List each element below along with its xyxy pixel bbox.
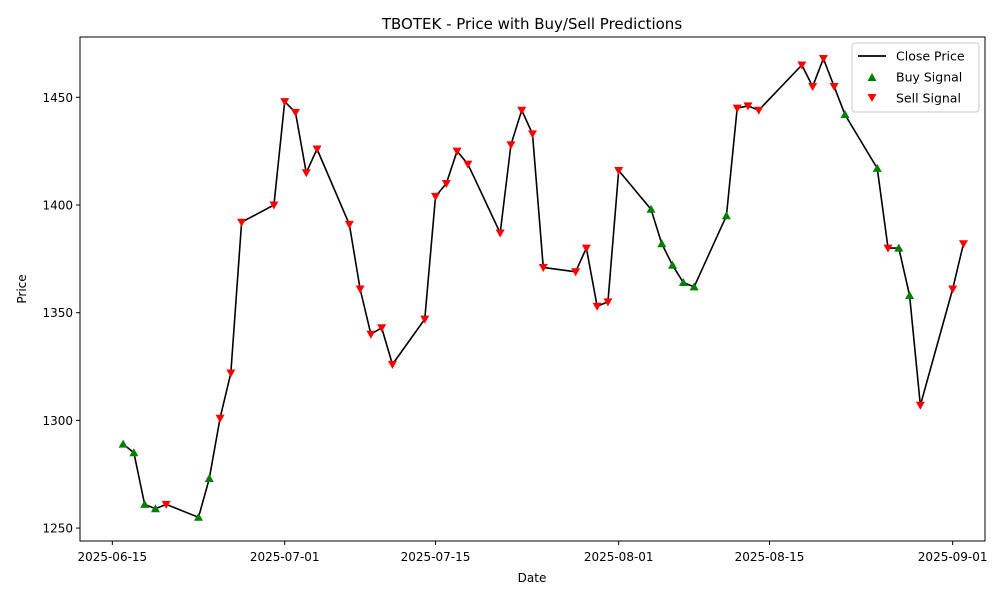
buy-signal-marker xyxy=(872,163,882,172)
buy-signal-marker xyxy=(118,439,128,448)
sell-signal-marker xyxy=(743,102,753,111)
legend-sell-swatch xyxy=(867,94,877,102)
x-tick-label: 2025-07-01 xyxy=(250,550,320,564)
x-tick-label: 2025-07-15 xyxy=(401,550,471,564)
y-tick-label: 1250 xyxy=(42,522,73,536)
plot-frame xyxy=(79,36,986,542)
sell-signal-marker xyxy=(377,324,387,333)
buy-signal-marker xyxy=(668,260,678,269)
y-axis-title: Price xyxy=(15,274,29,303)
x-tick-label: 2025-08-15 xyxy=(735,550,805,564)
sell-signal-marker xyxy=(948,285,958,294)
buy-signal-marker xyxy=(140,499,150,508)
y-tick-label: 1400 xyxy=(42,199,73,213)
sell-signal-marker xyxy=(237,218,247,227)
x-axis: 2025-06-15 2025-07-01 2025-07-15 2025-08-01… xyxy=(77,541,988,564)
sell-signal-marker xyxy=(215,414,225,423)
buy-signal-marker xyxy=(905,290,915,299)
sell-signal-marker xyxy=(571,268,581,277)
y-tick-label: 1450 xyxy=(42,91,73,105)
sell-signal-marker xyxy=(280,98,290,107)
sell-signal-marker xyxy=(915,401,925,410)
sell-signal-marker xyxy=(366,330,376,339)
sell-signal-marker xyxy=(301,169,311,178)
chart-title: TBOTEK - Price with Buy/Sell Predictions xyxy=(381,15,682,33)
buy-signal-marker xyxy=(204,474,214,483)
legend-close-label: Close Price xyxy=(896,49,965,64)
legend: Close Price Buy Signal Sell Signal xyxy=(851,42,980,113)
sell-signal-marker xyxy=(808,83,818,92)
sell-signal-marker xyxy=(452,147,462,156)
sell-signal-marker xyxy=(732,104,742,113)
legend-sell-label: Sell Signal xyxy=(896,91,961,106)
plot-area xyxy=(118,55,968,521)
sell-signal-marker xyxy=(161,500,171,509)
x-tick-label: 2025-09-01 xyxy=(918,550,988,564)
y-axis: 1250 1300 1350 1400 1450 xyxy=(42,91,80,536)
sell-signal-marker xyxy=(441,179,451,188)
sell-signal-marker xyxy=(592,302,602,311)
sell-signal-marker xyxy=(958,240,968,249)
sell-signal-marker xyxy=(603,298,613,307)
sell-signal-marker xyxy=(431,192,441,201)
sell-signal-marker xyxy=(506,141,516,150)
sell-signal-marker xyxy=(517,106,527,115)
buy-signal-marker xyxy=(678,278,688,287)
sell-signal-marker xyxy=(754,106,764,115)
y-tick-label: 1350 xyxy=(42,306,73,320)
legend-buy-label: Buy Signal xyxy=(896,70,962,85)
buy-signal-marker xyxy=(150,504,160,513)
sell-signal-marker xyxy=(420,315,430,324)
sell-signal-marker xyxy=(818,55,828,64)
sell-signal-marker xyxy=(290,108,300,117)
sell-signal-marker xyxy=(387,360,397,369)
sell-signal-marker xyxy=(614,167,624,176)
sell-signal-marker xyxy=(797,61,807,70)
buy-signal-marker xyxy=(194,512,204,521)
sell-signal-marker xyxy=(581,244,591,253)
sell-signal-marker xyxy=(344,220,354,229)
sell-signal-marker xyxy=(495,229,505,238)
buy-signal-marker xyxy=(721,211,731,220)
x-tick-label: 2025-06-15 xyxy=(77,550,147,564)
sell-signal-marker xyxy=(829,83,839,92)
buy-signal-marker xyxy=(840,110,850,119)
sell-signal-marker xyxy=(269,201,279,210)
sell-signal-marker xyxy=(355,285,365,294)
buy-signal-marker xyxy=(689,282,699,291)
close-price-line xyxy=(122,57,965,519)
buy-signal-marker xyxy=(894,243,904,252)
x-axis-title: Date xyxy=(518,571,547,585)
x-tick-label: 2025-08-01 xyxy=(584,550,654,564)
legend-buy-swatch xyxy=(867,73,877,81)
sell-signal-marker xyxy=(226,369,236,378)
sell-signal-marker xyxy=(463,160,473,169)
buy-signal-marker xyxy=(129,448,139,457)
legend-box xyxy=(851,42,980,113)
sell-signal-marker xyxy=(538,263,548,272)
buy-signal-marker xyxy=(646,204,656,213)
buy-signal-marker xyxy=(657,239,667,248)
sell-signal-marker xyxy=(883,244,893,253)
y-tick-label: 1300 xyxy=(42,414,73,428)
sell-signal-marker xyxy=(312,145,322,154)
sell-signal-marker xyxy=(528,130,537,139)
